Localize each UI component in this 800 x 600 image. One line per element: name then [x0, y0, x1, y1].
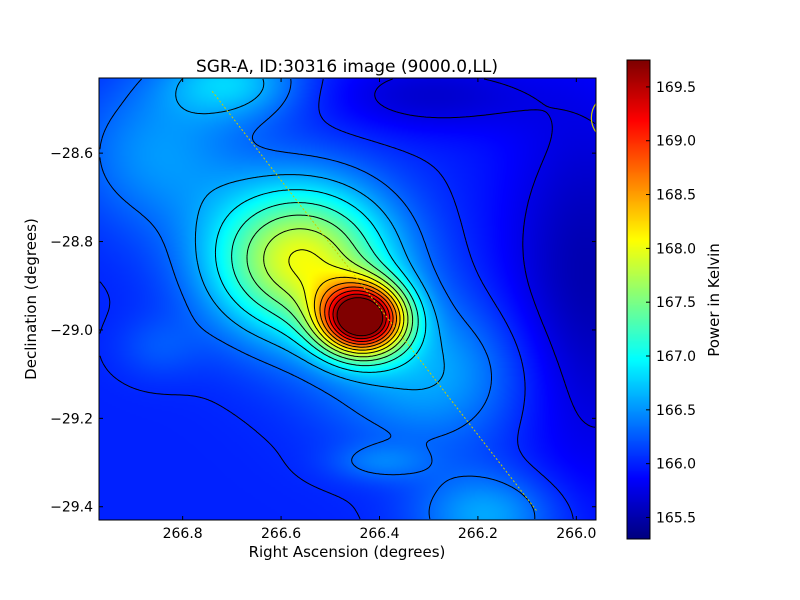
contour-line	[246, 214, 414, 362]
colorbar: 165.5 166.0 166.5 167.0 167.5 168.0 168.5 169.0…	[626, 59, 723, 540]
plot-frame	[98, 77, 597, 521]
colorbar-tick-label: 166.0	[656, 457, 696, 473]
x-tick-label: 266.2	[458, 526, 498, 542]
colorbar-tick-label: 168.0	[656, 241, 696, 257]
contour-lines	[99, 78, 596, 520]
beam-circle	[590, 102, 596, 134]
x-tick-label: 266.6	[261, 526, 301, 542]
y-axis-ticks: −28.6 −28.8 −29.0 −29.2 −29.4	[50, 146, 596, 516]
x-tick-label: 266.4	[359, 526, 399, 542]
y-tick-label: −29.2	[50, 411, 93, 427]
intensity-heatmap	[99, 78, 596, 520]
colorbar-tick-label: 165.5	[656, 510, 696, 526]
colorbar-tick-label: 166.5	[656, 403, 696, 419]
contour-line	[328, 290, 391, 342]
contour-line	[332, 293, 387, 340]
y-tick-label: −28.6	[50, 146, 93, 162]
x-axis-ticks: 266.8 266.6 266.4 266.2 266.0	[163, 78, 596, 542]
contour-line	[231, 202, 419, 367]
chart-title: SGR-A, ID:30316 image (9000.0,LL)	[196, 57, 498, 77]
colorbar-tick-label: 167.5	[656, 295, 696, 311]
y-tick-label: −29.0	[50, 323, 93, 339]
contour-line	[99, 78, 574, 520]
y-tick-label: −28.8	[50, 235, 93, 251]
contour-line	[288, 249, 405, 354]
colorbar-tick-label: 169.5	[656, 80, 696, 96]
colorbar-tick-label: 167.0	[656, 349, 696, 365]
contour-line	[319, 282, 397, 348]
y-tick-label: −29.4	[50, 500, 93, 516]
x-axis-label: Right Ascension (degrees)	[249, 543, 446, 561]
y-axis-label: Declination (degrees)	[22, 218, 40, 380]
contour-line	[214, 189, 427, 373]
colorbar-tick-label: 169.0	[656, 134, 696, 150]
colorbar-tick-label: 168.5	[656, 188, 696, 204]
colorbar-frame	[626, 59, 651, 540]
contour-line	[374, 78, 596, 428]
colorbar-gradient	[627, 60, 650, 539]
x-tick-label: 266.0	[556, 526, 596, 542]
contour-line	[336, 297, 384, 337]
contour-line	[175, 78, 445, 391]
contour-line	[263, 228, 409, 358]
colorbar-ticks: 165.5 166.0 166.5 167.0 167.5 168.0 168.5 169.0…	[646, 80, 696, 526]
contour-line	[99, 78, 536, 520]
plot-area	[99, 78, 596, 520]
galactic-plane-line	[211, 90, 538, 512]
x-tick-label: 266.8	[163, 526, 203, 542]
colorbar-label: Power in Kelvin	[705, 243, 723, 357]
